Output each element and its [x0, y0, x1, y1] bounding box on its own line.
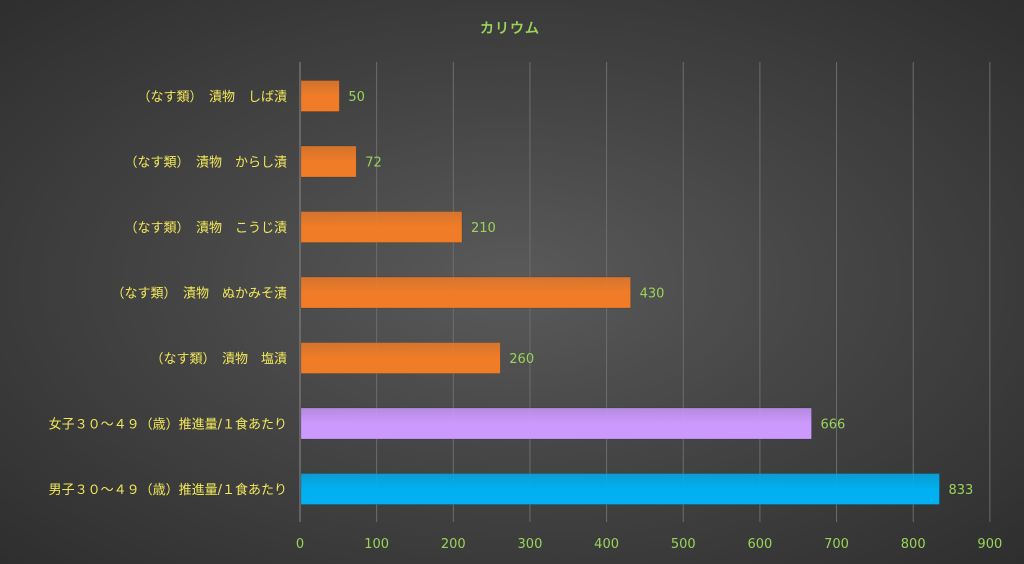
x-tick-label: 0 [296, 537, 304, 552]
x-tick-label: 100 [364, 537, 389, 552]
data-labels: 50 72 210 430 260 666 833 [348, 90, 973, 498]
x-tick-label: 300 [518, 537, 543, 552]
category-label: 女子３０～４９（歳）推進量/１食あたり [49, 417, 287, 433]
x-tick-label: 700 [824, 537, 849, 552]
bar [300, 80, 340, 112]
category-label: （なす類） 漬物 塩漬 [150, 352, 287, 367]
data-label: 260 [509, 352, 534, 367]
chart-title: カリウム [480, 21, 540, 37]
bars [300, 80, 940, 505]
data-label: 210 [471, 221, 496, 236]
gridlines [376, 62, 991, 522]
bar [300, 473, 940, 505]
bar [300, 145, 357, 178]
bar [300, 342, 501, 374]
x-tick-label: 500 [671, 537, 696, 552]
x-tick-label: 900 [977, 537, 1002, 552]
bar [300, 276, 631, 309]
data-label: 72 [365, 156, 382, 171]
bar [300, 407, 812, 440]
x-tick-labels: 0 100 200 300 400 500 600 700 800 900 [296, 537, 1002, 552]
x-tick-label: 800 [901, 537, 926, 552]
data-label: 666 [820, 418, 845, 433]
category-labels: （なす類） 漬物 しば漬 （なす類） 漬物 からし漬 （なす類） 漬物 こうじ漬 （な… [49, 90, 287, 498]
category-label: 男子３０～４９（歳）推進量/１食あたり [49, 482, 287, 498]
data-label: 50 [348, 90, 365, 105]
data-label: 833 [948, 483, 973, 498]
category-label: （なす類） 漬物 しば漬 [137, 90, 287, 105]
category-label: （なす類） 漬物 からし漬 [124, 156, 287, 171]
x-tick-label: 400 [594, 537, 619, 552]
x-tick-label: 600 [747, 537, 772, 552]
category-label: （なす類） 漬物 こうじ漬 [124, 221, 287, 236]
bar [300, 211, 463, 243]
category-label: （なす類） 漬物 ぬかみそ漬 [111, 287, 287, 302]
x-tick-label: 200 [441, 537, 466, 552]
data-label: 430 [640, 287, 665, 302]
